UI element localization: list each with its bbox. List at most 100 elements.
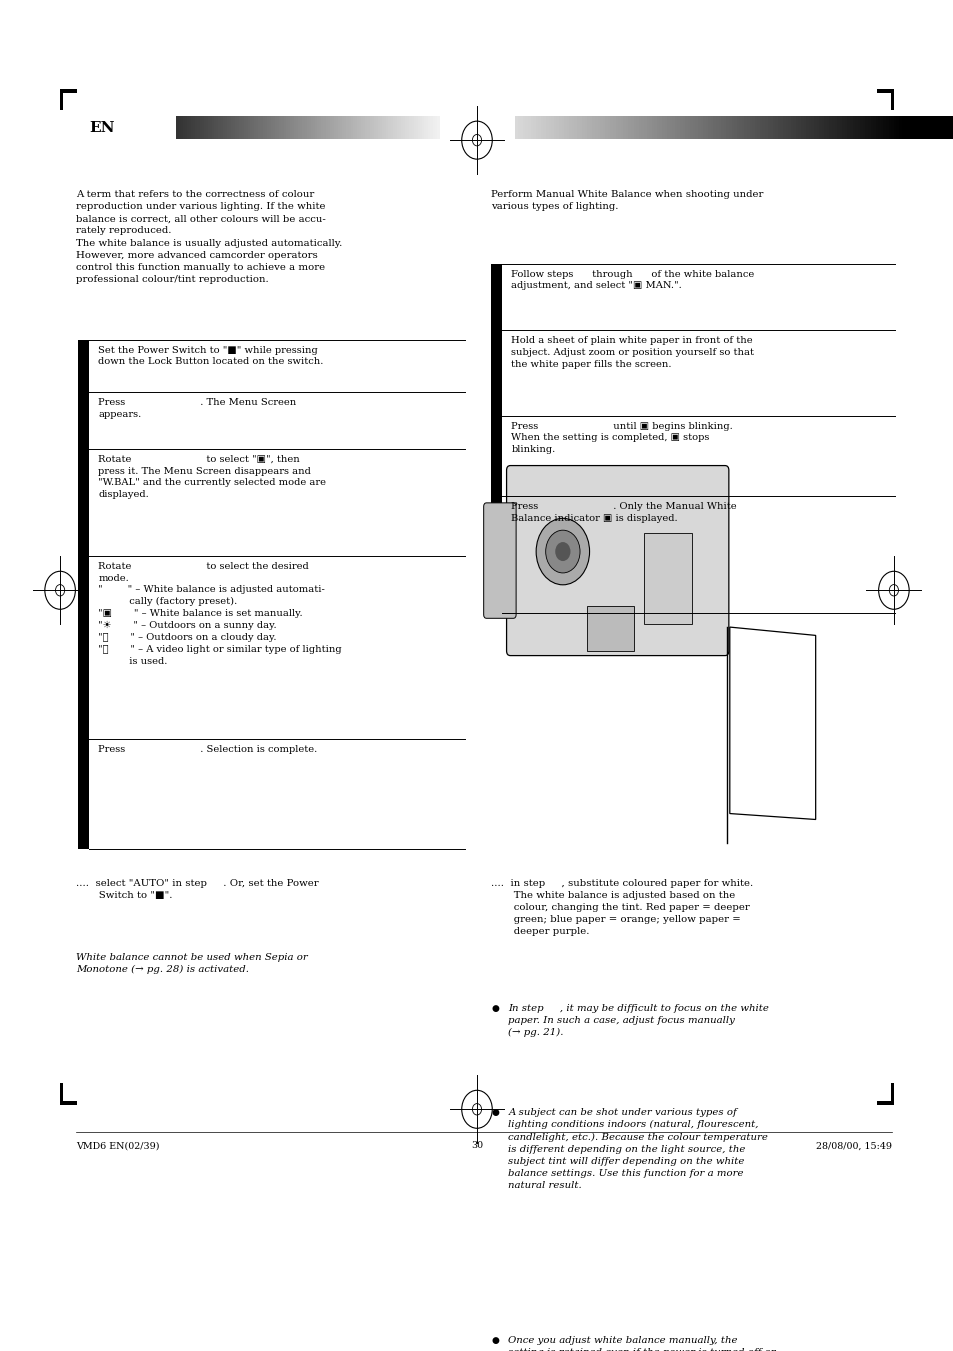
- Bar: [716, 116, 719, 139]
- Bar: [661, 116, 665, 139]
- Bar: [718, 116, 721, 139]
- Bar: [725, 116, 729, 139]
- Bar: [393, 116, 395, 139]
- Bar: [321, 116, 324, 139]
- Text: 30: 30: [471, 1142, 482, 1150]
- Text: Perform Manual White Balance when shooting under
various types of lighting.: Perform Manual White Balance when shooti…: [491, 190, 763, 211]
- Bar: [620, 116, 623, 139]
- Bar: [330, 116, 333, 139]
- Bar: [878, 116, 881, 139]
- Bar: [426, 116, 429, 139]
- Bar: [846, 116, 850, 139]
- Bar: [405, 116, 408, 139]
- Bar: [530, 116, 534, 139]
- Bar: [795, 116, 799, 139]
- Bar: [277, 116, 280, 139]
- Bar: [176, 116, 179, 139]
- Bar: [764, 116, 768, 139]
- Bar: [852, 116, 855, 139]
- Bar: [304, 116, 307, 139]
- Bar: [880, 116, 883, 139]
- Bar: [854, 116, 858, 139]
- Bar: [396, 116, 399, 139]
- Bar: [138, 116, 142, 139]
- Bar: [875, 116, 879, 139]
- Bar: [692, 116, 696, 139]
- Bar: [710, 116, 714, 139]
- Bar: [279, 116, 282, 139]
- Bar: [81, 116, 176, 139]
- Bar: [828, 116, 832, 139]
- Bar: [733, 116, 737, 139]
- Bar: [379, 116, 383, 139]
- Bar: [731, 116, 735, 139]
- Bar: [757, 116, 760, 139]
- Bar: [191, 116, 194, 139]
- Bar: [344, 116, 347, 139]
- Bar: [898, 116, 902, 139]
- Bar: [206, 116, 209, 139]
- Bar: [204, 116, 207, 139]
- Bar: [390, 116, 394, 139]
- Bar: [802, 116, 806, 139]
- Text: White balance cannot be used when Sepia or
Monotone (→ pg. 28) is activated.: White balance cannot be used when Sepia …: [76, 952, 308, 974]
- Bar: [193, 116, 196, 139]
- Bar: [361, 116, 364, 139]
- Bar: [628, 116, 631, 139]
- Bar: [290, 116, 293, 139]
- Text: Press                        . Only the Manual White
Balance indicator ▣ is disp: Press . Only the Manual White Balance in…: [511, 503, 737, 523]
- Bar: [643, 534, 691, 624]
- Bar: [367, 116, 370, 139]
- Bar: [801, 116, 803, 139]
- Text: 28/08/00, 15:49: 28/08/00, 15:49: [815, 1142, 891, 1150]
- Bar: [172, 116, 175, 139]
- Bar: [736, 116, 740, 139]
- Bar: [262, 116, 265, 139]
- Bar: [60, 1101, 77, 1105]
- Bar: [166, 116, 169, 139]
- Bar: [374, 116, 376, 139]
- Bar: [60, 89, 63, 111]
- Bar: [212, 116, 215, 139]
- Bar: [323, 116, 326, 139]
- Text: Press                        until ▣ begins blinking.
When the setting is comple: Press until ▣ begins blinking. When the …: [511, 422, 732, 454]
- Bar: [335, 116, 338, 139]
- Bar: [218, 116, 221, 139]
- Bar: [798, 116, 801, 139]
- Bar: [677, 116, 680, 139]
- Bar: [517, 116, 520, 139]
- Bar: [695, 116, 699, 139]
- Bar: [143, 116, 146, 139]
- Bar: [566, 116, 570, 139]
- Text: Follow steps      through      of the white balance
adjustment, and select "▣ MA: Follow steps through of the white balanc…: [511, 270, 754, 290]
- Bar: [741, 116, 744, 139]
- Bar: [229, 116, 232, 139]
- Bar: [132, 116, 135, 139]
- Bar: [435, 116, 437, 139]
- Bar: [346, 116, 349, 139]
- Polygon shape: [729, 627, 815, 820]
- Bar: [870, 116, 873, 139]
- Bar: [767, 116, 770, 139]
- Bar: [707, 116, 711, 139]
- Bar: [700, 116, 703, 139]
- Text: ●: ●: [491, 1336, 498, 1346]
- Bar: [743, 116, 747, 139]
- Bar: [248, 116, 251, 139]
- Bar: [316, 116, 320, 139]
- Bar: [398, 116, 401, 139]
- Bar: [189, 116, 192, 139]
- Bar: [314, 116, 317, 139]
- Bar: [356, 116, 359, 139]
- Bar: [152, 116, 154, 139]
- Bar: [281, 116, 284, 139]
- Bar: [407, 116, 410, 139]
- Bar: [819, 116, 821, 139]
- Bar: [348, 116, 352, 139]
- Bar: [578, 116, 582, 139]
- Bar: [887, 116, 891, 139]
- Bar: [633, 116, 637, 139]
- Bar: [659, 116, 662, 139]
- Bar: [849, 116, 853, 139]
- Bar: [298, 116, 301, 139]
